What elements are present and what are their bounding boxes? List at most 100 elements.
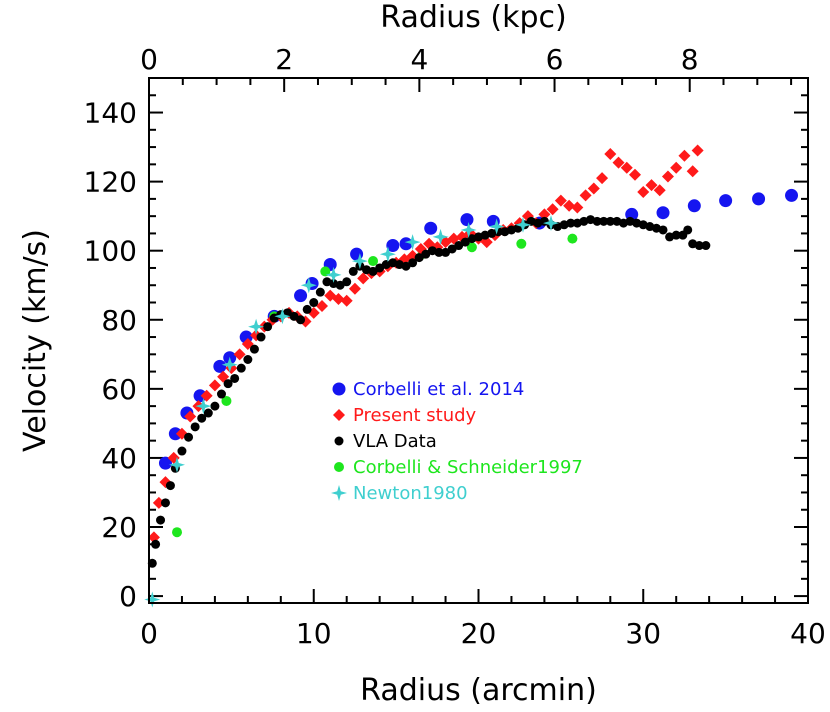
data-point — [434, 247, 444, 257]
data-point — [671, 230, 681, 240]
x-axis-label: Radius (arcmin) — [360, 673, 597, 708]
data-point — [653, 184, 666, 197]
data-point — [152, 496, 165, 509]
data-point — [538, 208, 551, 221]
x-tick-label: 20 — [461, 617, 497, 650]
y-tick-label: 60 — [101, 373, 137, 406]
data-point — [151, 539, 161, 549]
legend-label: Corbelli et al. 2014 — [353, 379, 524, 400]
data-point — [670, 161, 683, 174]
data-point — [233, 348, 246, 361]
data-point — [515, 216, 531, 233]
data-point — [197, 413, 207, 423]
data-point — [230, 373, 240, 383]
data-point — [379, 246, 396, 263]
x-tick-label: 30 — [625, 617, 661, 650]
data-point — [605, 216, 615, 226]
data-layer — [144, 144, 799, 608]
data-point — [567, 233, 578, 244]
top-tick-label: 4 — [410, 43, 428, 76]
data-point — [516, 238, 527, 249]
data-point — [719, 194, 733, 208]
legend-marker — [334, 436, 344, 446]
y-tick-label: 100 — [84, 235, 137, 268]
top-tick-label: 6 — [546, 43, 564, 76]
data-point — [604, 147, 617, 160]
data-point — [184, 410, 197, 423]
data-point — [348, 266, 358, 276]
data-point — [351, 253, 368, 270]
data-point — [213, 359, 227, 373]
data-point — [375, 263, 385, 273]
data-point — [340, 294, 353, 307]
data-point — [208, 379, 221, 392]
data-point — [554, 194, 567, 207]
data-point — [184, 432, 194, 442]
data-point — [249, 344, 259, 354]
data-point — [368, 256, 379, 267]
x-tick-label: 0 — [140, 617, 158, 650]
data-point — [221, 356, 238, 373]
data-point — [441, 247, 451, 257]
data-point — [177, 446, 187, 456]
legend-marker — [334, 462, 344, 472]
data-point — [488, 218, 505, 235]
data-point — [357, 272, 370, 285]
data-point — [466, 242, 477, 253]
legend-marker — [332, 382, 346, 396]
data-point — [587, 182, 600, 195]
data-point — [147, 558, 157, 568]
data-point — [221, 395, 232, 406]
data-point — [656, 206, 670, 220]
legend-label: Corbelli & Schneider1997 — [353, 457, 583, 478]
data-point — [683, 225, 693, 235]
legend-label: VLA Data — [353, 431, 437, 452]
data-point — [320, 266, 331, 277]
data-point — [342, 277, 352, 287]
data-point — [579, 189, 592, 202]
data-point — [612, 156, 625, 169]
top-tick-label: 2 — [275, 43, 293, 76]
data-point — [195, 398, 212, 415]
data-point — [294, 289, 308, 303]
top-tick-label: 0 — [140, 43, 158, 76]
data-point — [414, 253, 424, 263]
y-tick-label: 120 — [84, 166, 137, 199]
top-tick-label: 8 — [681, 43, 699, 76]
data-point — [785, 188, 799, 202]
data-point — [203, 408, 213, 418]
legend-marker — [331, 485, 347, 501]
legend-label: Newton1980 — [353, 483, 468, 504]
data-point — [348, 282, 361, 295]
data-point — [399, 237, 413, 251]
data-point — [144, 591, 161, 608]
data-point — [694, 241, 704, 251]
data-point — [543, 215, 559, 232]
data-point — [289, 311, 299, 321]
data-point — [158, 456, 172, 470]
data-point — [401, 261, 411, 271]
data-point — [168, 427, 182, 441]
data-point — [566, 218, 576, 228]
y-tick-label: 0 — [119, 580, 137, 613]
data-point — [687, 199, 701, 213]
data-point — [571, 201, 584, 214]
data-point — [658, 225, 668, 235]
data-point — [460, 213, 474, 227]
data-point — [460, 222, 477, 238]
data-point — [691, 144, 704, 157]
data-point — [563, 199, 576, 212]
data-point — [210, 401, 220, 411]
data-point — [424, 221, 438, 235]
data-point — [368, 266, 378, 276]
data-point — [332, 293, 345, 306]
data-point — [274, 308, 291, 325]
data-point — [335, 280, 345, 290]
data-point — [637, 185, 650, 198]
data-point — [620, 161, 633, 174]
data-point — [315, 299, 328, 312]
data-point — [661, 170, 674, 183]
data-point — [686, 165, 699, 178]
data-point — [701, 241, 711, 251]
